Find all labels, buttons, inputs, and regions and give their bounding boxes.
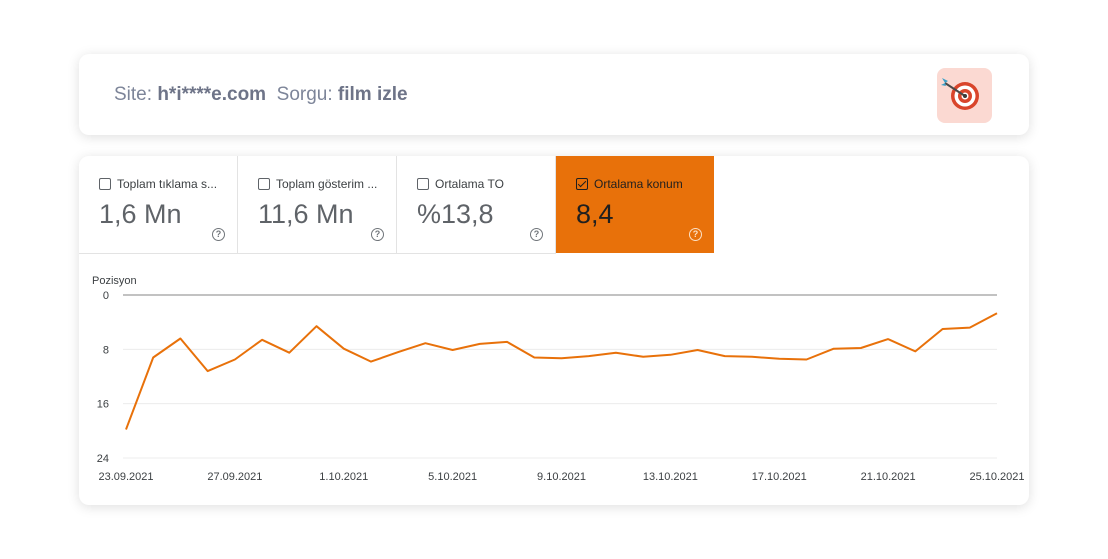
- x-tick-label: 13.10.2021: [643, 471, 698, 483]
- checkbox[interactable]: [99, 178, 111, 190]
- metric-value: 1,6 Mn: [99, 199, 182, 229]
- data-point[interactable]: [419, 337, 431, 349]
- metric-average-ctr[interactable]: Ortalama TO %13,8 ?: [397, 156, 556, 254]
- data-point[interactable]: [556, 352, 568, 364]
- position-chart: Pozisyon 0 8 16 24 23.09.2021 27.09.2021 1.10.…: [92, 275, 1025, 483]
- data-point[interactable]: [447, 344, 459, 356]
- data-point[interactable]: [882, 333, 894, 345]
- data-point[interactable]: [229, 354, 241, 366]
- data-point[interactable]: [610, 347, 622, 359]
- checkbox-checked[interactable]: [576, 178, 588, 190]
- data-point[interactable]: [937, 323, 949, 335]
- data-point[interactable]: [202, 365, 214, 377]
- data-point[interactable]: [283, 347, 295, 359]
- query-line: Site: h*i****e.com Sorgu: film izle: [114, 84, 408, 106]
- data-point[interactable]: [964, 322, 976, 334]
- data-point[interactable]: [664, 349, 676, 361]
- target-icon: [937, 68, 992, 123]
- y-tick-label: 8: [103, 344, 109, 356]
- y-tick-label: 0: [103, 290, 109, 302]
- position-series-line: [125, 312, 998, 430]
- query-card: Site: h*i****e.com Sorgu: film izle: [79, 54, 1029, 135]
- metric-total-impressions[interactable]: Toplam gösterim ... 11,6 Mn ?: [238, 156, 397, 254]
- metric-label: Toplam tıklama s...: [117, 177, 218, 191]
- metric-value: 8,4: [576, 199, 614, 229]
- data-point[interactable]: [311, 320, 323, 332]
- metric-value: 11,6 Mn: [258, 199, 354, 229]
- metric-value: %13,8: [417, 199, 494, 229]
- metric-label: Toplam gösterim ...: [276, 177, 378, 191]
- metric-label: Ortalama konum: [594, 177, 683, 191]
- data-point[interactable]: [338, 343, 350, 355]
- x-tick-label: 27.09.2021: [207, 471, 262, 483]
- help-icon[interactable]: ?: [212, 228, 225, 241]
- x-tick-label: 1.10.2021: [319, 471, 368, 483]
- metric-label: Ortalama TO: [435, 177, 504, 191]
- metric-average-position[interactable]: Ortalama konum 8,4 ?: [556, 156, 714, 253]
- site-value: h*i****e.com: [157, 84, 267, 105]
- data-point[interactable]: [719, 350, 731, 362]
- checkbox[interactable]: [417, 178, 429, 190]
- site-label: Site:: [114, 84, 153, 105]
- data-point[interactable]: [909, 345, 921, 357]
- x-tick-label: 5.10.2021: [428, 471, 477, 483]
- metric-tabs: Toplam tıklama s... 1,6 Mn ? Toplam göst…: [79, 156, 715, 254]
- help-icon[interactable]: ?: [689, 228, 702, 241]
- data-point[interactable]: [120, 423, 132, 435]
- data-point[interactable]: [828, 343, 840, 355]
- y-tick-label: 16: [97, 399, 109, 411]
- data-point[interactable]: [501, 336, 513, 348]
- data-point[interactable]: [528, 351, 540, 363]
- help-icon[interactable]: ?: [371, 228, 384, 241]
- metric-total-clicks[interactable]: Toplam tıklama s... 1,6 Mn ?: [79, 156, 238, 254]
- y-tick-label: 24: [97, 453, 109, 465]
- x-tick-label: 23.09.2021: [98, 471, 153, 483]
- data-point[interactable]: [800, 354, 812, 366]
- performance-card: Toplam tıklama s... 1,6 Mn ? Toplam göst…: [79, 156, 1029, 505]
- data-point[interactable]: [392, 346, 404, 358]
- data-point[interactable]: [174, 332, 186, 344]
- x-tick-label: 25.10.2021: [969, 471, 1024, 483]
- x-tick-label: 21.10.2021: [861, 471, 916, 483]
- data-point[interactable]: [474, 338, 486, 350]
- help-icon[interactable]: ?: [530, 228, 543, 241]
- checkbox[interactable]: [258, 178, 270, 190]
- data-point[interactable]: [746, 351, 758, 363]
- query-value: film izle: [337, 84, 408, 105]
- data-point[interactable]: [855, 342, 867, 354]
- data-point[interactable]: [692, 344, 704, 356]
- data-point[interactable]: [147, 351, 159, 363]
- x-tick-label: 17.10.2021: [752, 471, 807, 483]
- y-axis-title: Pozisyon: [92, 275, 137, 287]
- x-tick-label: 9.10.2021: [537, 471, 586, 483]
- query-label: Sorgu:: [276, 84, 333, 105]
- data-point[interactable]: [256, 334, 268, 346]
- data-point[interactable]: [365, 356, 377, 368]
- data-point[interactable]: [773, 353, 785, 365]
- data-point[interactable]: [637, 351, 649, 363]
- data-point[interactable]: [583, 350, 595, 362]
- data-point[interactable]: [991, 307, 1003, 319]
